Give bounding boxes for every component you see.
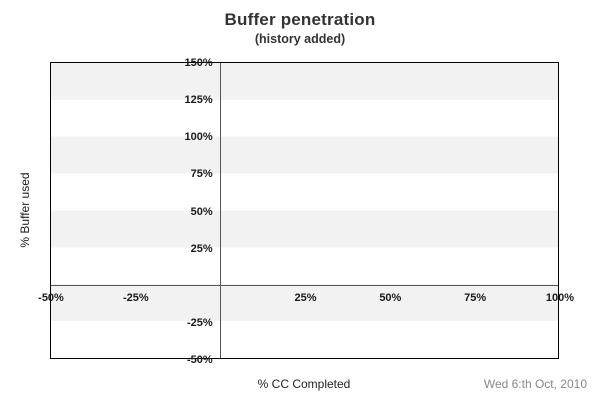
y-tick-label: -25% [186, 316, 213, 329]
x-tick-label: 50% [379, 291, 402, 304]
x-axis-title: % CC Completed [257, 377, 351, 391]
y-tick-label: 150% [184, 57, 213, 69]
y-axis-title: % Buffer used [18, 172, 32, 248]
plot-area: 150% 125% 100% 75% 50% 25% -25% -50% -50% -25% 25%… [38, 57, 574, 366]
x-tick-label: 100% [545, 291, 575, 304]
x-zero-axis-line [51, 285, 558, 287]
y-tick-label: 25% [190, 242, 213, 255]
chart-title: Buffer penetration [224, 10, 376, 29]
y-tick-label: 100% [184, 131, 213, 144]
y-tick-label: 50% [190, 205, 213, 218]
y-tick-label: 125% [184, 94, 213, 107]
chart-subtitle: (history added) [254, 32, 346, 46]
y-zero-axis-line [220, 63, 222, 358]
y-tick-label: 75% [190, 168, 213, 181]
y-tick-label: -50% [186, 354, 213, 366]
x-tick-label: 75% [464, 291, 487, 304]
date-stamp: Wed 6:th Oct, 2010 [483, 377, 587, 391]
x-tick-label: -50% [38, 291, 64, 304]
x-tick-label: -25% [122, 291, 149, 304]
x-tick-label: 25% [294, 291, 317, 304]
